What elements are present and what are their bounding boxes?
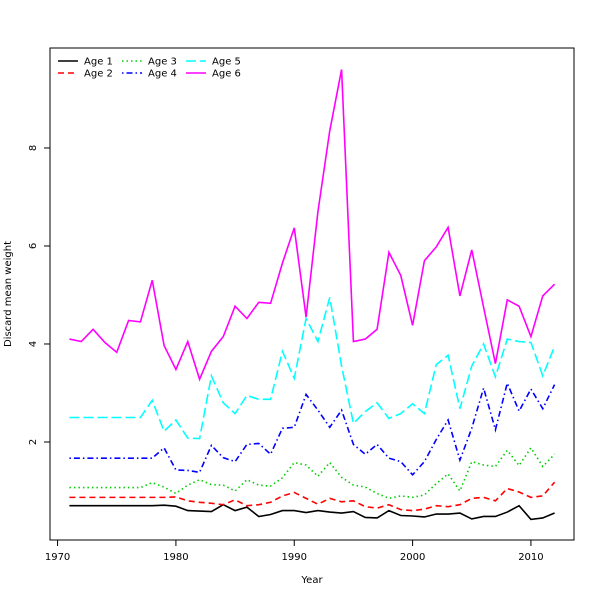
series-line — [69, 297, 556, 440]
y-tick-label: 2 — [28, 439, 39, 445]
legend-label: Age 4 — [148, 69, 177, 80]
y-tick-label: 6 — [28, 243, 39, 249]
legend-label: Age 5 — [212, 57, 241, 68]
series-line — [69, 503, 555, 521]
plot-frame — [49, 47, 575, 541]
x-tick-label: 2000 — [400, 552, 425, 563]
series-line — [69, 69, 556, 382]
y-tick-label: 4 — [28, 341, 39, 347]
y-tick-label: 8 — [28, 145, 39, 151]
series-line — [69, 481, 556, 512]
legend-label: Age 3 — [148, 57, 177, 68]
x-tick-label: 1990 — [282, 552, 307, 563]
legend-label: Age 1 — [84, 57, 113, 68]
series-line — [69, 380, 556, 477]
x-axis-label: Year — [300, 575, 323, 586]
x-tick-label: 1970 — [45, 552, 70, 563]
x-tick-label: 2010 — [518, 552, 543, 563]
legend-label: Age 2 — [84, 69, 113, 80]
y-axis-label: Discard mean weight — [3, 241, 14, 347]
series-line — [69, 446, 556, 500]
x-tick-label: 1980 — [163, 552, 188, 563]
legend-label: Age 6 — [212, 69, 241, 80]
